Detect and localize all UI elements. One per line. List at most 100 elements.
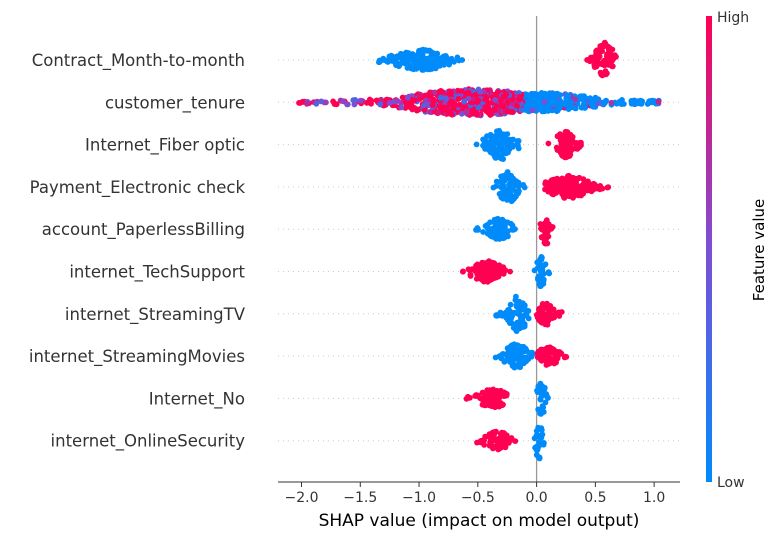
data-point bbox=[487, 219, 493, 226]
data-point bbox=[477, 89, 483, 95]
data-point bbox=[529, 107, 535, 114]
data-point bbox=[456, 101, 463, 108]
x-axis: −2.0 −1.5 −1.0 −0.5 0.0 0.5 1.0 bbox=[278, 481, 680, 506]
data-point bbox=[398, 104, 405, 111]
data-point bbox=[597, 183, 604, 189]
data-point bbox=[494, 128, 500, 135]
data-point bbox=[493, 312, 499, 319]
feature-label: customer_tenure bbox=[105, 93, 245, 113]
data-point bbox=[446, 101, 453, 107]
data-point bbox=[571, 192, 577, 199]
data-point bbox=[521, 321, 528, 327]
data-point bbox=[486, 258, 492, 265]
data-point bbox=[405, 56, 412, 63]
data-point bbox=[494, 89, 501, 95]
data-point bbox=[493, 138, 499, 144]
data-point bbox=[463, 108, 469, 115]
data-point bbox=[518, 316, 524, 322]
data-point bbox=[430, 55, 436, 62]
data-point bbox=[533, 443, 540, 450]
data-point bbox=[570, 174, 576, 181]
data-point bbox=[514, 102, 520, 109]
data-point bbox=[410, 105, 417, 112]
data-point bbox=[496, 270, 503, 277]
data-point bbox=[589, 183, 596, 189]
data-point bbox=[474, 225, 481, 231]
data-point bbox=[554, 147, 561, 153]
data-point bbox=[543, 303, 550, 310]
data-point bbox=[543, 391, 550, 397]
data-point bbox=[451, 103, 458, 109]
data-point bbox=[357, 97, 364, 104]
data-point bbox=[501, 358, 508, 365]
data-point bbox=[378, 96, 385, 103]
data-point bbox=[507, 347, 513, 354]
data-point bbox=[299, 98, 306, 105]
data-point bbox=[436, 103, 443, 109]
data-point bbox=[576, 174, 583, 181]
data-point bbox=[500, 93, 507, 100]
data-point bbox=[418, 47, 424, 54]
data-point bbox=[522, 307, 529, 314]
data-point bbox=[435, 109, 442, 116]
feature-label: Internet_No bbox=[149, 389, 245, 409]
data-point bbox=[420, 102, 427, 109]
data-point bbox=[523, 347, 530, 353]
data-point bbox=[479, 277, 486, 283]
data-point bbox=[545, 94, 552, 101]
data-point bbox=[484, 225, 491, 232]
data-point bbox=[507, 268, 513, 275]
data-point bbox=[558, 140, 565, 147]
data-point bbox=[330, 98, 336, 105]
data-point bbox=[384, 58, 390, 64]
data-point bbox=[580, 102, 587, 108]
feature-label: Contract_Month-to-month bbox=[32, 51, 245, 71]
data-point bbox=[478, 271, 485, 278]
data-point bbox=[536, 352, 543, 358]
data-point bbox=[594, 56, 601, 63]
data-point bbox=[547, 185, 554, 192]
data-point bbox=[575, 183, 582, 190]
data-point bbox=[521, 302, 528, 309]
data-point bbox=[477, 439, 484, 446]
data-point bbox=[479, 259, 486, 266]
data-point bbox=[502, 443, 509, 450]
data-point bbox=[575, 192, 582, 199]
data-point bbox=[506, 355, 513, 362]
data-point bbox=[565, 93, 572, 100]
data-point bbox=[554, 133, 561, 140]
data-point bbox=[465, 89, 472, 96]
data-point bbox=[483, 138, 489, 145]
data-point bbox=[538, 408, 545, 415]
data-point bbox=[499, 429, 505, 436]
data-point bbox=[549, 350, 555, 356]
data-point bbox=[442, 95, 449, 102]
data-point bbox=[573, 142, 580, 149]
data-point bbox=[500, 147, 506, 154]
colorbar-high-label: High bbox=[717, 10, 749, 26]
data-point bbox=[559, 152, 565, 159]
data-point bbox=[551, 96, 558, 103]
data-point bbox=[368, 100, 374, 107]
data-point bbox=[323, 99, 329, 106]
data-point bbox=[524, 105, 531, 111]
data-point bbox=[532, 91, 538, 98]
data-point bbox=[613, 53, 619, 60]
data-point bbox=[496, 439, 503, 446]
x-tick-label: −1.0 bbox=[402, 490, 436, 506]
data-point bbox=[504, 219, 511, 226]
data-point bbox=[351, 101, 358, 108]
data-point bbox=[402, 51, 409, 57]
data-point bbox=[419, 66, 426, 73]
data-point bbox=[549, 356, 556, 363]
data-point bbox=[560, 191, 566, 197]
data-point bbox=[541, 270, 547, 277]
data-point bbox=[496, 191, 503, 197]
colorbar-low-label: Low bbox=[717, 475, 745, 491]
data-point bbox=[496, 219, 503, 225]
data-point bbox=[537, 395, 544, 402]
data-point bbox=[555, 349, 562, 355]
data-point bbox=[507, 301, 514, 308]
data-point bbox=[410, 58, 417, 65]
